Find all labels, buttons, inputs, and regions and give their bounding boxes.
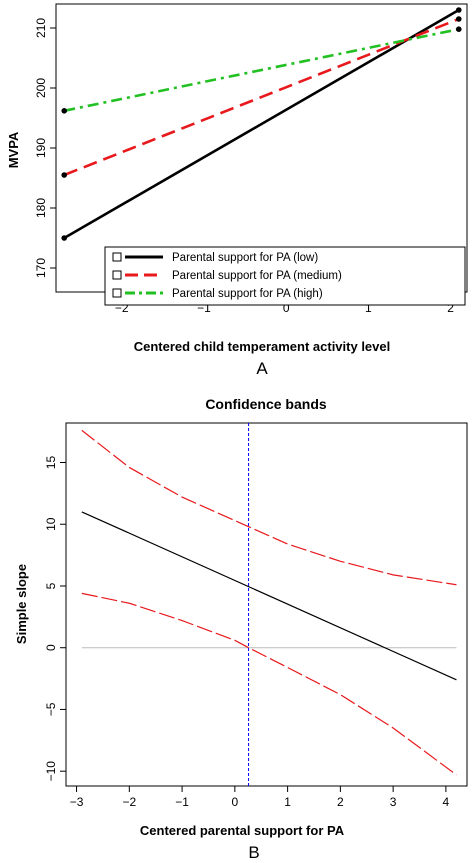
- panel-a-legend: Parental support for PA (low) Parental s…: [104, 246, 466, 306]
- series-endpoint-marker: [61, 172, 68, 178]
- panel-a-series: [61, 7, 462, 241]
- series-endpoint-marker: [455, 26, 462, 32]
- panel-a-y-axis: 170 180 190 200 210: [34, 18, 56, 278]
- panel-b-x-axis: −3 −2 −1 0 1 2 3 4: [70, 786, 450, 809]
- panel-b-chart: Confidence bands −3 −2 −1 0 1 2 3 4 −10−5051015…: [14, 396, 468, 862]
- series-line-slope: [81, 511, 457, 681]
- series-line-1: [63, 17, 460, 177]
- panel-b-reference-lines: [81, 423, 457, 786]
- legend-key-medium: [112, 270, 122, 280]
- legend-box: [104, 246, 466, 306]
- y-tick-label: 0: [44, 644, 58, 651]
- series-line-0: [63, 8, 460, 240]
- x-tick-label: 3: [390, 795, 397, 809]
- y-tick-label: 180: [34, 198, 48, 218]
- y-tick-label: 15: [44, 456, 58, 470]
- legend-label-high: Parental support for PA (high): [172, 288, 323, 300]
- y-tick-label: 170: [34, 258, 48, 278]
- y-tick-label: 210: [34, 18, 48, 38]
- panel-a-x-axis-title: Centered child temperament activity leve…: [134, 339, 390, 354]
- panel-b-series: [81, 429, 457, 776]
- x-tick-label: 4: [443, 795, 450, 809]
- panel-b-letter: B: [248, 843, 259, 862]
- x-tick-label: −2: [122, 795, 136, 809]
- panel-b-x-axis-title: Centered parental support for PA: [140, 823, 345, 838]
- panel-b-title: Confidence bands: [205, 396, 327, 412]
- x-tick-label: 0: [231, 795, 238, 809]
- legend-label-low: Parental support for PA (low): [172, 252, 318, 264]
- x-tick-label: 2: [447, 301, 454, 315]
- y-tick-label: −10: [44, 761, 58, 782]
- legend-key-high: [112, 288, 122, 298]
- x-tick-label: 1: [365, 301, 372, 315]
- series-endpoint-marker: [61, 108, 68, 114]
- series-line-2: [63, 27, 460, 113]
- y-tick-label: 5: [44, 582, 58, 589]
- series-endpoint-marker: [455, 16, 462, 22]
- panel-b-y-axis-title: Simple slope: [14, 564, 29, 644]
- panel-a-y-axis-title: MVPA: [6, 131, 21, 168]
- series-line-upper-band: [81, 429, 457, 586]
- y-tick-label: 10: [44, 517, 58, 531]
- y-tick-label: 190: [34, 138, 48, 158]
- series-endpoint-marker: [455, 7, 462, 13]
- legend-label-medium: Parental support for PA (medium): [172, 270, 342, 282]
- y-tick-label: −5: [44, 702, 58, 716]
- panel-a-letter: A: [256, 359, 268, 378]
- panel-b-plot-frame: [65, 422, 468, 787]
- x-tick-label: −1: [175, 795, 189, 809]
- x-tick-label: 2: [337, 795, 344, 809]
- series-line-lower-band: [81, 592, 457, 776]
- x-tick-label: −3: [70, 795, 84, 809]
- x-tick-label: 1: [284, 795, 291, 809]
- panel-b-y-axis: −10 −5 0 5 10 15: [44, 456, 66, 782]
- series-endpoint-marker: [61, 235, 68, 241]
- legend-key-low: [112, 252, 122, 262]
- y-tick-label: 200: [34, 78, 48, 98]
- x-tick-label: 0: [283, 301, 290, 315]
